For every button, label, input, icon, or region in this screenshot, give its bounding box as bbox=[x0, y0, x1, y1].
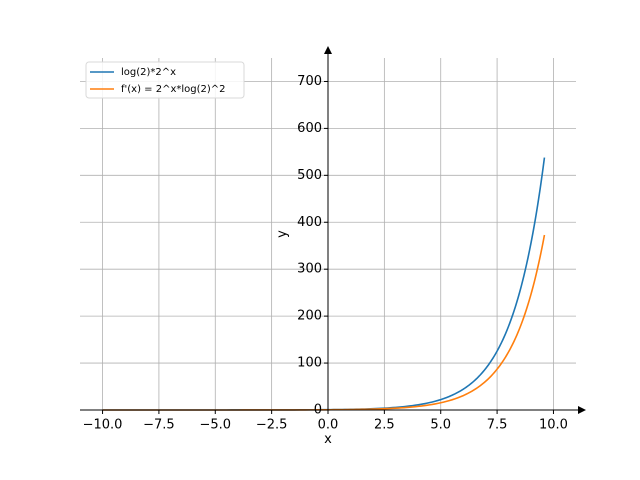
x-tick-label: 2.5 bbox=[374, 418, 395, 433]
x-tick-label: −10.0 bbox=[83, 418, 123, 433]
y-tick-label: 400 bbox=[297, 215, 322, 230]
x-tick-label: 5.0 bbox=[430, 418, 451, 433]
x-tick-label: 7.5 bbox=[487, 418, 508, 433]
x-tick-label: 10.0 bbox=[539, 418, 568, 433]
y-axis-arrow bbox=[324, 46, 332, 54]
legend: log(2)*2^x f'(x) = 2^x*log(2)^2 bbox=[85, 61, 245, 99]
x-axis-label: x bbox=[324, 432, 332, 447]
legend-label: f'(x) = 2^x*log(2)^2 bbox=[121, 84, 226, 95]
y-tick-label: 0 bbox=[314, 403, 322, 418]
y-tick-label: 200 bbox=[297, 309, 322, 324]
x-tick-label: −7.5 bbox=[143, 418, 175, 433]
ticks: −10.0 −7.5 −5.0 −2.5 0.0 2.5 5.0 7.5 10.0 0 100 200… bbox=[83, 74, 568, 433]
y-tick-label: 100 bbox=[297, 356, 322, 371]
x-tick-label: −2.5 bbox=[256, 418, 288, 433]
y-tick-label: 300 bbox=[297, 262, 322, 277]
x-tick-label: −5.0 bbox=[199, 418, 231, 433]
y-tick-label: 500 bbox=[297, 168, 322, 183]
legend-box bbox=[85, 61, 245, 99]
x-axis-arrow bbox=[578, 406, 586, 414]
legend-label: log(2)*2^x bbox=[121, 67, 176, 78]
y-axis-label: y bbox=[275, 230, 290, 238]
y-tick-label: 600 bbox=[297, 121, 322, 136]
x-tick-label: 0.0 bbox=[318, 418, 339, 433]
y-tick-label: 700 bbox=[297, 74, 322, 89]
